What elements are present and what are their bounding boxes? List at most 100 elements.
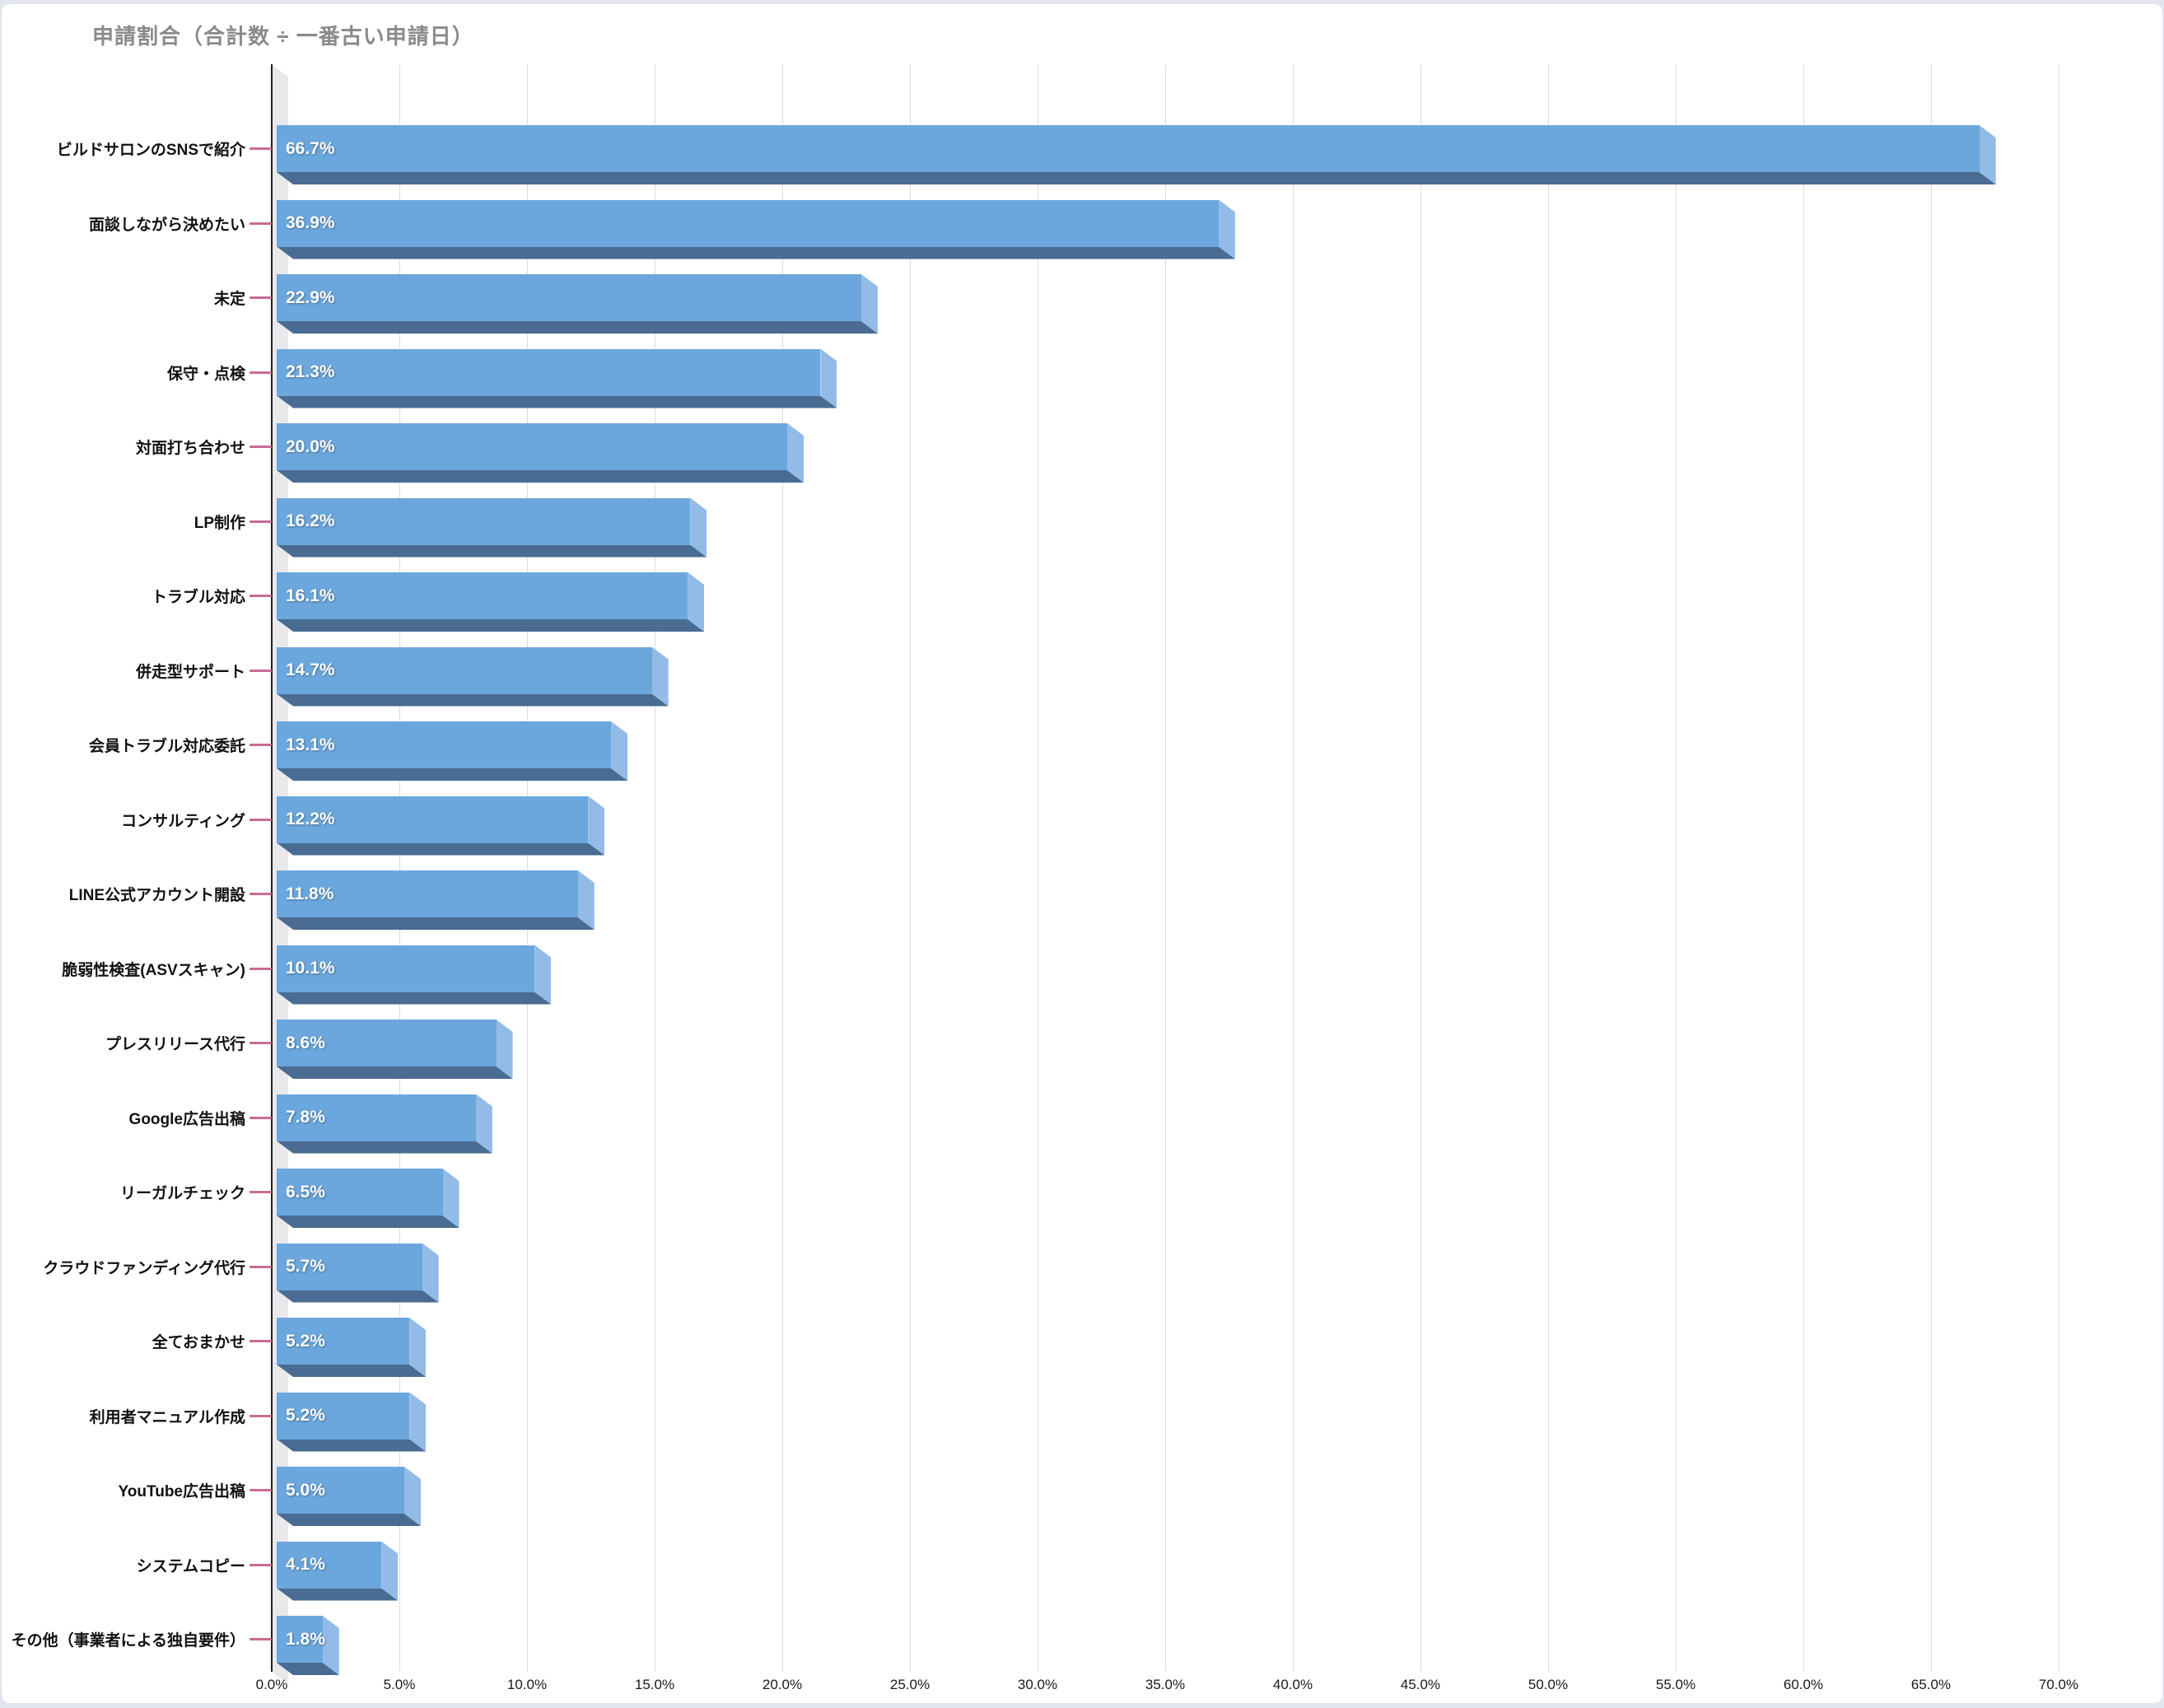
category-tick-mark [250, 967, 272, 970]
x-tick-label: 30.0% [1017, 1677, 1058, 1692]
bar: 20.0% [277, 423, 787, 470]
category-tick-mark [250, 371, 272, 374]
bar-value-label: 16.1% [286, 586, 335, 605]
bar-right-face-3d [323, 1616, 339, 1675]
bar-right-face-3d [787, 423, 804, 483]
x-tick-label: 55.0% [1655, 1677, 1696, 1692]
category-label: 全ておまかせ [152, 1334, 245, 1351]
bar: 6.5% [277, 1169, 443, 1216]
category-tick-mark [250, 1340, 272, 1342]
category-label: その他（事業者による独自要件） [11, 1632, 245, 1650]
bar-value-label: 12.2% [286, 810, 335, 828]
x-tick-label: 45.0% [1400, 1677, 1441, 1692]
bar-value-label: 11.8% [286, 884, 334, 903]
bar-right-face-3d [1980, 125, 1996, 184]
bar-bottom-face-3d [277, 1141, 492, 1154]
bar: 5.0% [277, 1467, 404, 1514]
bar-bottom-face-3d [277, 1440, 426, 1452]
bar: 16.1% [277, 572, 688, 619]
category-label: クラウドファンディング代行 [43, 1259, 245, 1277]
bar-right-face-3d [611, 721, 627, 781]
category-tick-mark [250, 1265, 272, 1268]
bar-bottom-face-3d [277, 917, 595, 930]
bar: 12.2% [277, 796, 588, 843]
bar-value-label: 21.3% [286, 362, 335, 381]
bar-bottom-face-3d [277, 843, 604, 856]
bar-bottom-face-3d [277, 470, 804, 483]
x-tick-label: 0.0% [255, 1677, 288, 1692]
bar-right-face-3d [688, 572, 704, 632]
bar-bottom-face-3d [277, 992, 551, 1005]
x-tick-label: 35.0% [1145, 1677, 1186, 1692]
category-label: 保守・点検 [166, 365, 245, 383]
bar-value-label: 16.2% [286, 511, 335, 530]
bar-bottom-face-3d [277, 321, 878, 334]
category-label: リーガルチェック [119, 1185, 245, 1202]
bar: 21.3% [277, 348, 820, 396]
bar-bottom-face-3d [277, 1663, 339, 1675]
category-label: 脆弱性検査(ASVスキャン) [62, 961, 245, 979]
category-tick-mark [250, 1191, 272, 1193]
category-label: Google広告出稿 [128, 1110, 245, 1128]
bar-value-label: 1.8% [286, 1629, 325, 1649]
bar-value-label: 10.1% [286, 959, 335, 978]
category-tick-mark [250, 1489, 272, 1491]
bar-bottom-face-3d [277, 1290, 439, 1303]
category-tick-mark [250, 296, 272, 299]
bar-value-label: 14.7% [286, 660, 335, 679]
bar: 13.1% [277, 721, 611, 768]
x-tick-label: 40.0% [1272, 1677, 1313, 1692]
gridline [399, 64, 400, 1672]
category-tick-mark [250, 1414, 272, 1417]
gridline [1548, 64, 1549, 1672]
bar-right-face-3d [588, 796, 604, 856]
bar-value-label: 4.1% [286, 1555, 325, 1574]
bar-right-face-3d [381, 1542, 398, 1601]
bar: 11.8% [277, 870, 578, 917]
bar-value-label: 66.7% [286, 138, 335, 158]
category-label: LINE公式アカウント開設 [68, 887, 245, 904]
bar: 5.7% [277, 1243, 422, 1290]
y-axis-line [271, 64, 273, 1672]
bar-right-face-3d [409, 1393, 426, 1452]
category-tick-mark [250, 893, 272, 895]
bar-right-face-3d [404, 1467, 421, 1526]
x-tick-label: 20.0% [762, 1677, 803, 1692]
x-tick-label: 25.0% [889, 1677, 930, 1692]
bar-bottom-face-3d [277, 1514, 421, 1526]
bar-value-label: 22.9% [286, 287, 335, 307]
chart-title: 申請割合（合計数 ÷ 一番古い申請日） [92, 24, 474, 49]
gridline [910, 64, 911, 1672]
bar-bottom-face-3d [277, 1365, 426, 1377]
gridline [1165, 64, 1166, 1672]
gridline [782, 64, 783, 1672]
bar-right-face-3d [820, 349, 837, 408]
bar-value-label: 7.8% [286, 1108, 325, 1127]
bar-bottom-face-3d [277, 619, 704, 632]
bar-right-face-3d [690, 498, 707, 558]
x-tick-label: 5.0% [383, 1677, 416, 1692]
bar-value-label: 6.5% [286, 1182, 325, 1202]
category-tick-mark [250, 818, 272, 821]
x-tick-label: 65.0% [1910, 1677, 1952, 1692]
category-label: 併走型サポート [135, 663, 245, 681]
bar-bottom-face-3d [277, 1216, 459, 1228]
bar: 16.2% [277, 497, 690, 545]
category-tick-mark [250, 1638, 272, 1640]
bar: 1.8% [277, 1616, 323, 1663]
bar: 36.9% [277, 199, 1219, 247]
gridline [1676, 64, 1677, 1672]
x-tick-label: 50.0% [1527, 1677, 1569, 1692]
bar-bottom-face-3d [277, 172, 1996, 184]
bar-right-face-3d [861, 274, 878, 334]
category-tick-mark [250, 446, 272, 448]
bar: 5.2% [277, 1318, 409, 1365]
gridline [1931, 64, 1932, 1672]
bar-value-label: 13.1% [286, 735, 335, 754]
bar: 22.9% [277, 274, 861, 321]
bar-value-label: 5.2% [286, 1331, 325, 1351]
category-tick-mark [250, 1563, 272, 1566]
category-tick-mark [250, 520, 272, 523]
bar: 4.1% [277, 1541, 381, 1589]
